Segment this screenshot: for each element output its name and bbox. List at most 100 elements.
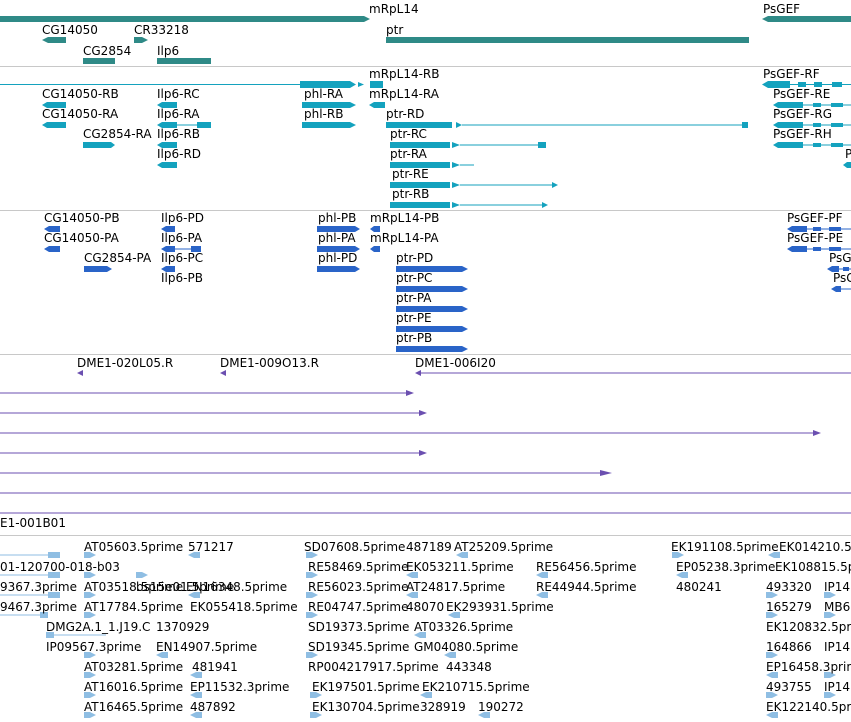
est-glyph[interactable] — [188, 592, 200, 598]
clone-line[interactable] — [0, 470, 612, 476]
clone-dme1-006i20[interactable] — [415, 370, 851, 376]
cds-phl-pd[interactable] — [317, 266, 360, 272]
mrna-mrpl14-rb[interactable] — [0, 81, 385, 88]
mrna-ptr-re[interactable] — [390, 182, 558, 188]
cds-ptr-pe[interactable] — [396, 326, 468, 332]
est-glyph[interactable] — [84, 592, 96, 598]
mrna-ptr-rc[interactable] — [390, 142, 546, 148]
est-glyph[interactable] — [306, 612, 318, 618]
est-glyph[interactable] — [84, 612, 96, 618]
est-glyph[interactable] — [188, 552, 200, 558]
est-glyph[interactable] — [84, 672, 96, 678]
est-glyph[interactable] — [414, 632, 426, 638]
cds-ilp6-pc[interactable] — [161, 266, 175, 272]
gene-ptr-bar[interactable] — [386, 37, 749, 43]
est-glyph[interactable] — [766, 692, 778, 698]
clone-dme1-020l05[interactable] — [77, 370, 83, 376]
mrna-ilp6-ra[interactable] — [157, 122, 211, 128]
clone-dme1-009o13[interactable] — [220, 370, 226, 376]
clone-line[interactable] — [0, 450, 427, 456]
est-glyph[interactable] — [310, 692, 322, 698]
est-glyph[interactable] — [190, 712, 202, 718]
cds-psgef-pe[interactable] — [787, 246, 851, 252]
mrna-psgef-rf[interactable] — [762, 81, 851, 88]
est-glyph[interactable] — [766, 712, 778, 718]
gene-cg2854-bar[interactable] — [83, 58, 115, 64]
est-glyph[interactable] — [306, 652, 318, 658]
est-glyph[interactable] — [406, 572, 418, 578]
clone-line[interactable] — [0, 390, 414, 396]
cds-mrpl14-pa[interactable] — [370, 246, 380, 252]
est-glyph[interactable] — [768, 552, 780, 558]
est-glyph[interactable] — [676, 572, 688, 578]
est-glyph[interactable] — [824, 672, 836, 678]
est-glyph[interactable] — [84, 572, 96, 578]
est-glyph[interactable] — [306, 572, 318, 578]
est-glyph[interactable] — [824, 692, 836, 698]
cds-psgef-pf[interactable] — [787, 226, 851, 232]
est-glyph[interactable] — [306, 592, 318, 598]
est-glyph[interactable] — [536, 592, 548, 598]
est-glyph[interactable] — [156, 652, 168, 658]
cds-mrpl14-pb[interactable] — [370, 226, 380, 232]
gene-ilp6-bar[interactable] — [157, 58, 211, 64]
cds-ptr-pd[interactable] — [396, 266, 468, 272]
est-glyph[interactable] — [0, 572, 60, 578]
est-glyph[interactable] — [824, 592, 836, 598]
mrna-ptr-ra[interactable] — [390, 162, 474, 168]
mrna-psgef-rh[interactable] — [773, 142, 851, 148]
est-glyph[interactable] — [0, 552, 60, 558]
est-glyph[interactable] — [420, 692, 432, 698]
mrna-ptr-rd[interactable] — [386, 122, 750, 128]
cds-psg-partial-2[interactable] — [831, 286, 851, 292]
est-glyph[interactable] — [766, 672, 778, 678]
mrna-mrpl14-ra[interactable] — [369, 102, 385, 108]
gene-psgef-bar[interactable] — [762, 16, 851, 22]
est-glyph[interactable] — [0, 592, 60, 598]
mrna-p-partial[interactable] — [843, 162, 851, 168]
cds-phl-pb[interactable] — [317, 226, 360, 232]
cds-cg14050-pa[interactable] — [44, 246, 60, 252]
gene-mrpl14-bar[interactable] — [0, 16, 370, 22]
est-glyph[interactable] — [766, 612, 778, 618]
est-glyph[interactable] — [84, 692, 96, 698]
cds-ptr-pa[interactable] — [396, 306, 468, 312]
mrna-ptr-rb[interactable] — [390, 202, 550, 208]
cds-ptr-pb[interactable] — [396, 346, 468, 352]
est-glyph[interactable] — [444, 652, 456, 658]
est-glyph[interactable] — [406, 592, 418, 598]
cds-ptr-pc[interactable] — [396, 286, 468, 292]
est-glyph[interactable] — [766, 592, 778, 598]
est-glyph[interactable] — [190, 692, 202, 698]
cds-ilp6-pa[interactable] — [161, 246, 201, 252]
cds-psg-partial[interactable] — [827, 266, 851, 272]
est-glyph[interactable] — [190, 672, 202, 678]
clone-line[interactable] — [0, 510, 851, 516]
est-glyph[interactable] — [766, 652, 778, 658]
est-glyph[interactable] — [310, 712, 322, 718]
est-glyph[interactable] — [306, 552, 318, 558]
est-glyph[interactable] — [84, 552, 96, 558]
mrna-phl-rb[interactable] — [302, 122, 356, 128]
est-glyph[interactable] — [478, 712, 490, 718]
gene-cr33218-bar[interactable] — [134, 37, 148, 43]
clone-line[interactable] — [0, 410, 427, 416]
est-glyph[interactable] — [536, 572, 548, 578]
mrna-cg14050-rb[interactable] — [42, 102, 66, 108]
mrna-phl-ra[interactable] — [302, 102, 356, 108]
cds-phl-pa[interactable] — [317, 246, 360, 252]
est-glyph[interactable] — [84, 712, 96, 718]
est-glyph[interactable] — [448, 612, 460, 618]
gene-cg14050-bar[interactable] — [42, 37, 66, 43]
mrna-cg14050-ra[interactable] — [42, 122, 66, 128]
est-glyph[interactable] — [824, 612, 836, 618]
est-glyph[interactable] — [84, 652, 96, 658]
cds-ilp6-pd[interactable] — [161, 226, 175, 232]
mrna-ilp6-rc[interactable] — [157, 102, 177, 108]
est-glyph[interactable] — [0, 612, 48, 618]
mrna-cg2854-ra[interactable] — [83, 142, 115, 148]
clone-line[interactable] — [0, 430, 821, 436]
est-glyph[interactable] — [46, 632, 106, 638]
est-glyph[interactable] — [456, 552, 468, 558]
est-glyph[interactable] — [672, 552, 684, 558]
